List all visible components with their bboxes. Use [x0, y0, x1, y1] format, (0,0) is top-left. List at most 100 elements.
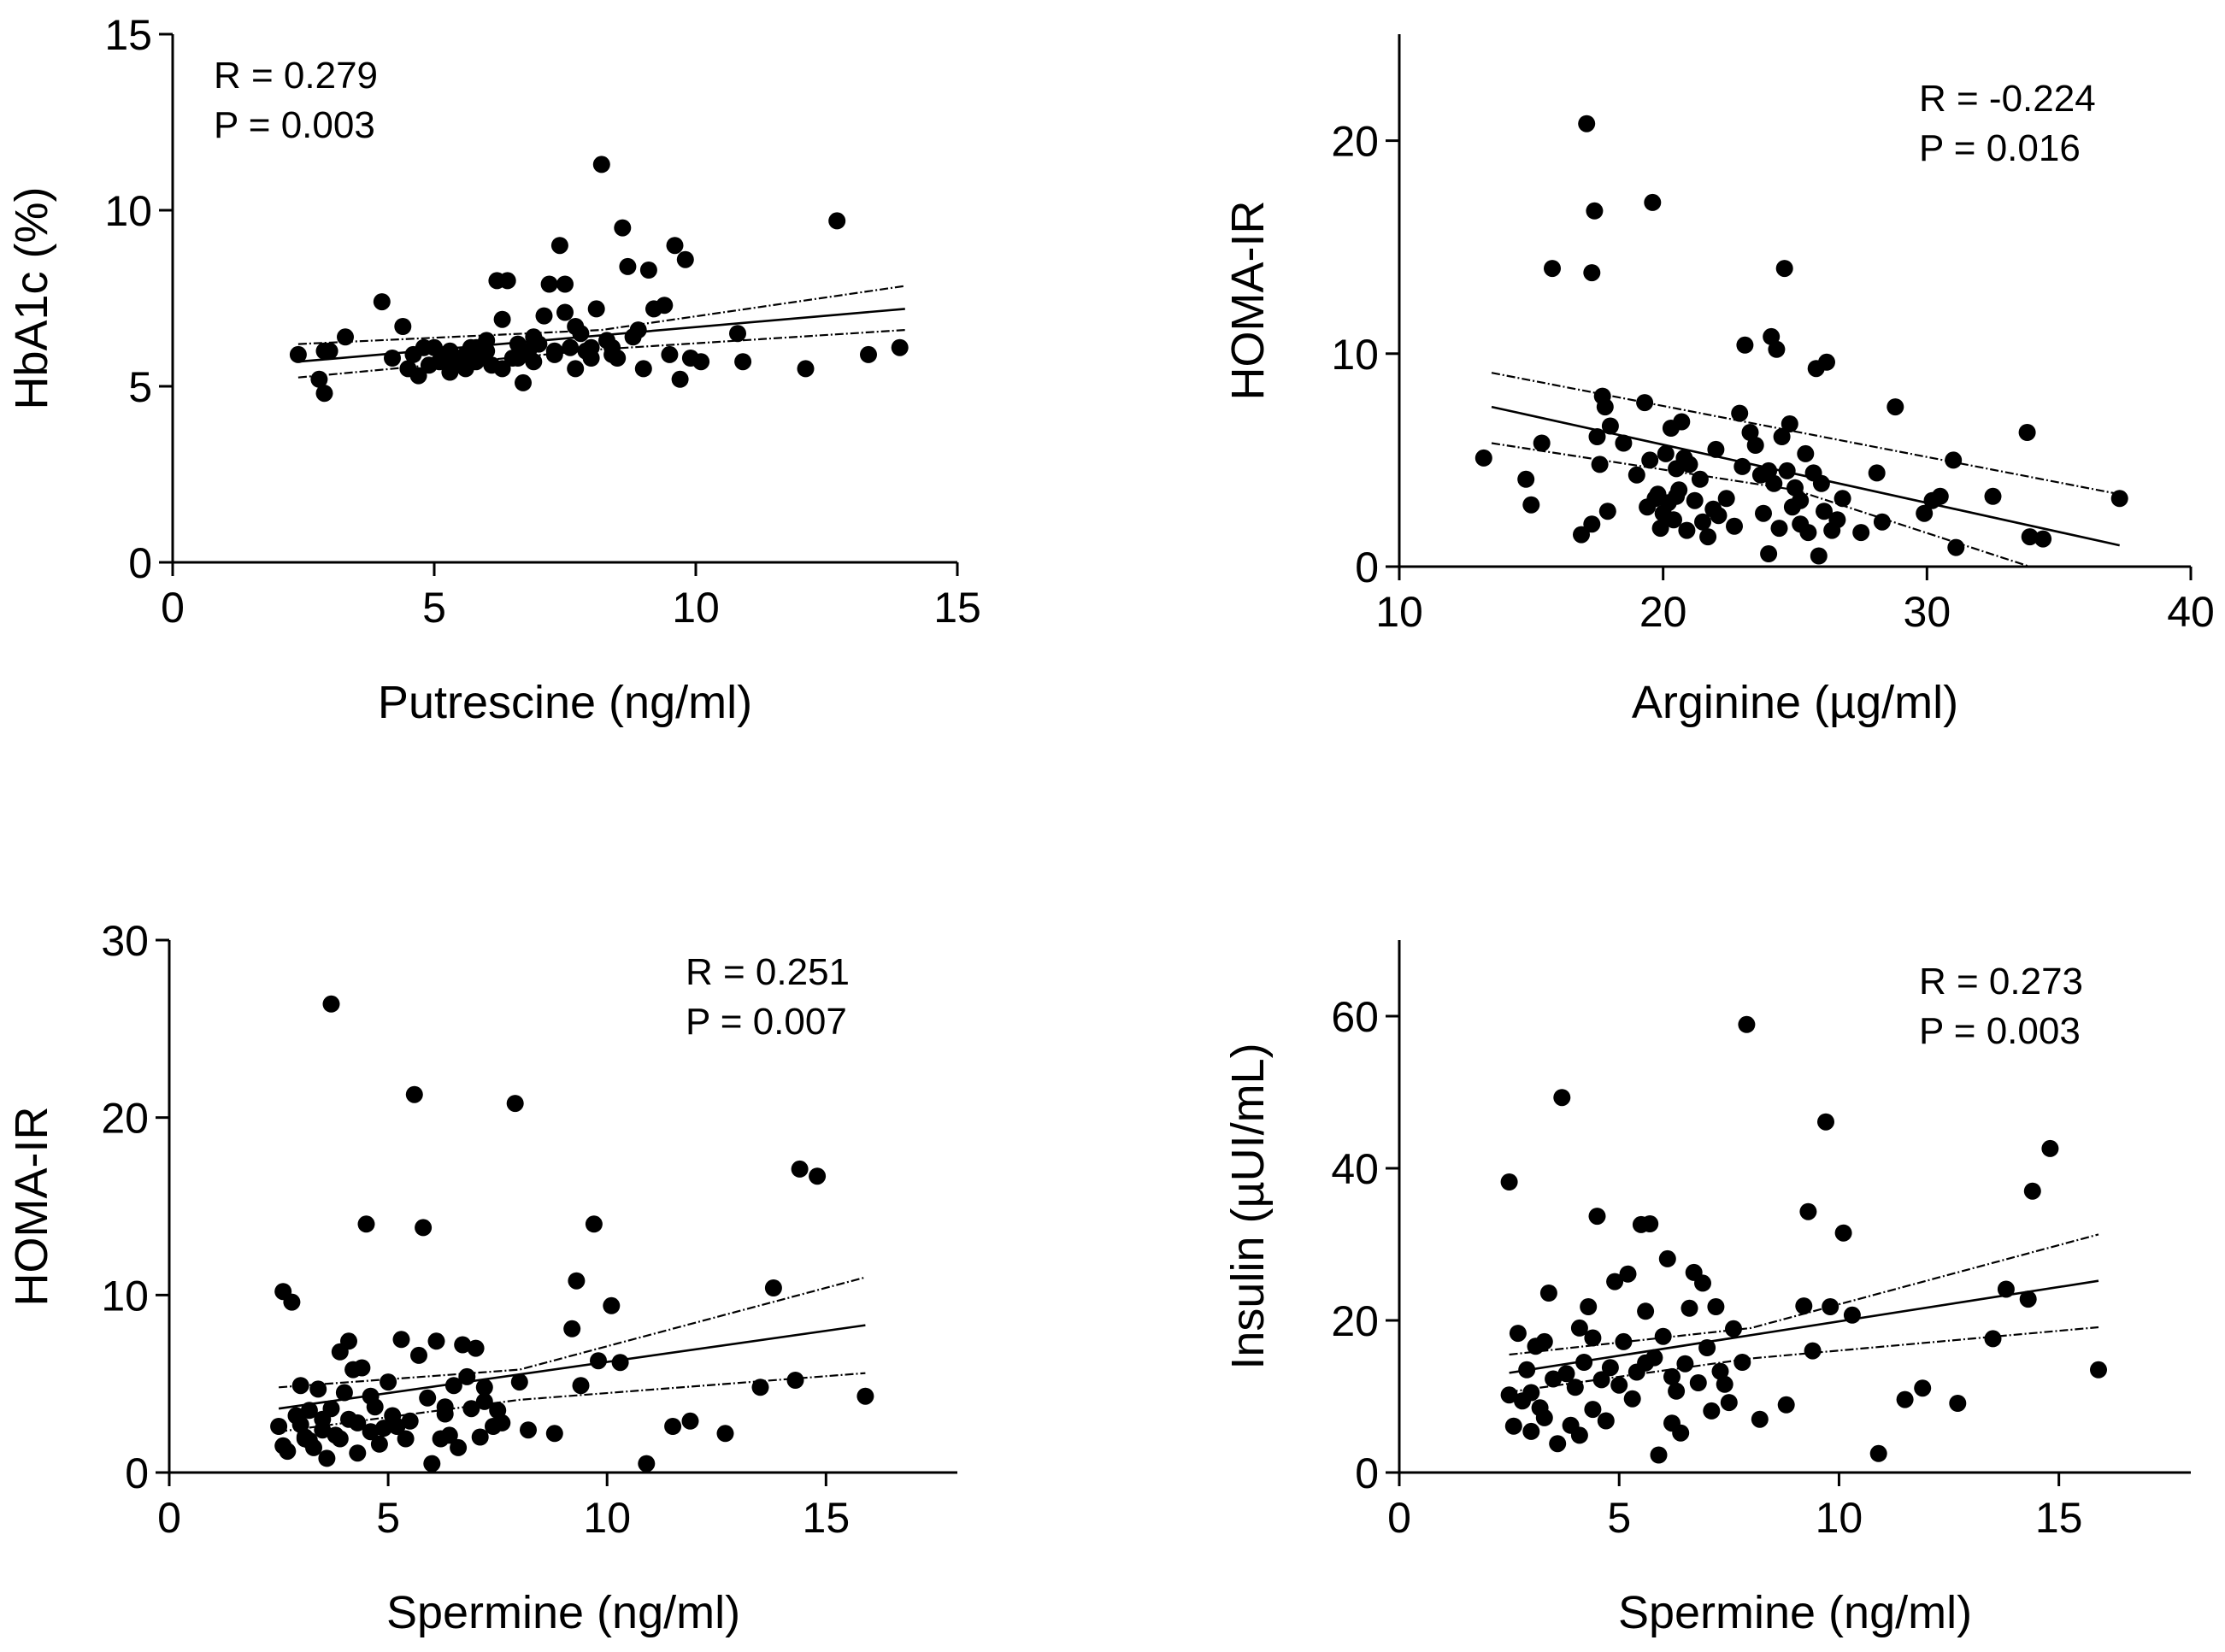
data-point: [1691, 470, 1709, 488]
ci-upper-line: [279, 1276, 866, 1389]
data-point: [1896, 1390, 1914, 1408]
data-point: [1636, 394, 1654, 412]
data-point: [1583, 515, 1601, 533]
p-value-label: P = 0.003: [214, 104, 375, 146]
data-point: [1678, 521, 1696, 539]
x-tick-label: 10: [1375, 588, 1423, 636]
data-point: [458, 1367, 476, 1385]
data-point: [1816, 503, 1833, 520]
data-point: [1746, 437, 1764, 454]
data-point: [629, 321, 647, 339]
data-point: [362, 1423, 380, 1441]
data-point: [1566, 1379, 1584, 1396]
data-point: [1931, 487, 1949, 505]
data-point: [1575, 1354, 1593, 1371]
data-point: [405, 1085, 423, 1103]
data-point: [1518, 1361, 1536, 1379]
data-point: [1573, 526, 1590, 544]
data-point: [562, 338, 580, 356]
ci-lower-line: [1509, 1326, 2099, 1393]
data-point: [1668, 1382, 1686, 1400]
x-tick-label: 0: [1387, 1494, 1411, 1542]
data-point: [891, 338, 909, 356]
data-point: [388, 1418, 406, 1435]
data-point: [2090, 1361, 2107, 1379]
data-point: [337, 328, 354, 346]
data-point: [498, 272, 516, 290]
data-point: [384, 350, 401, 367]
data-point: [751, 1379, 769, 1396]
data-point: [373, 293, 391, 311]
data-point: [2041, 1139, 2059, 1157]
data-point: [1751, 1410, 1769, 1428]
data-point: [289, 345, 307, 363]
panel-homa-ir-vs-spermine: 0 5 10 15 0 10 20 30 Spermine (ng/ml) HOMA-IR R = …: [6, 917, 957, 1638]
data-point: [1673, 413, 1691, 431]
data-point: [587, 300, 605, 318]
data-point: [427, 1332, 445, 1350]
data-point: [639, 262, 657, 279]
data-point: [1681, 456, 1698, 473]
data-point: [283, 1293, 301, 1311]
data-point: [380, 1373, 397, 1391]
data-point: [410, 1346, 427, 1364]
data-point: [471, 1428, 489, 1446]
data-point: [1545, 1370, 1563, 1388]
data-point: [734, 353, 752, 371]
ci-lower-line: [297, 329, 905, 379]
data-point: [1945, 451, 1963, 469]
panel-hba1c-vs-putrescine: 0 5 10 15 0 5 10 15 Putrescine (ng/ml) HbA1c (%) R…: [6, 11, 981, 728]
data-point: [1916, 504, 1934, 522]
data-point: [525, 353, 543, 371]
p-value-label: P = 0.003: [1919, 1010, 2081, 1052]
data-point: [2034, 530, 2052, 548]
x-tick-label: 10: [672, 584, 720, 632]
data-point: [1592, 1371, 1610, 1389]
data-point: [634, 360, 652, 378]
data-point: [515, 373, 532, 391]
panel-insulin-vs-spermine: 0 5 10 15 0 20 40 60 Spermine (ng/ml) Insulin (µU…: [1222, 940, 2191, 1638]
data-point: [1760, 545, 1778, 562]
data-point: [1726, 517, 1743, 535]
data-point: [441, 363, 459, 381]
data-point: [399, 360, 417, 378]
data-point: [493, 360, 511, 378]
data-point: [563, 1320, 581, 1337]
data-point: [450, 1438, 468, 1456]
data-point: [362, 1387, 380, 1405]
data-point: [676, 250, 694, 268]
y-tick-label: 10: [104, 187, 152, 235]
data-point: [1651, 520, 1669, 538]
data-point: [1738, 1015, 1756, 1033]
x-tick-label: 10: [1816, 1494, 1863, 1542]
data-point: [1736, 336, 1754, 354]
data-point: [1597, 1412, 1615, 1430]
data-point: [1641, 1215, 1659, 1232]
x-tick-label: 5: [376, 1494, 400, 1542]
data-point: [1598, 503, 1616, 520]
x-tick-label: 40: [2167, 588, 2215, 636]
data-point: [1717, 490, 1735, 508]
data-point: [556, 303, 574, 321]
y-axis-title: HbA1c (%): [6, 186, 57, 409]
data-point: [1711, 1362, 1729, 1380]
data-point: [809, 1167, 827, 1185]
data-point: [1818, 353, 1835, 371]
data-point: [1637, 1302, 1655, 1320]
p-value-label: P = 0.016: [1919, 127, 2081, 169]
data-point: [666, 237, 684, 255]
data-point: [692, 353, 710, 371]
data-point: [1570, 1426, 1588, 1444]
data-point: [1716, 1375, 1733, 1393]
y-tick-label: 10: [1331, 331, 1379, 379]
data-point: [467, 1339, 485, 1357]
data-point: [1775, 260, 1793, 278]
data-point: [318, 1449, 336, 1467]
data-point: [1596, 398, 1614, 416]
data-point: [2023, 1182, 2041, 1200]
data-point: [1733, 457, 1751, 475]
data-point: [716, 1425, 734, 1443]
data-point: [300, 1402, 318, 1420]
data-point: [1799, 1202, 1817, 1220]
